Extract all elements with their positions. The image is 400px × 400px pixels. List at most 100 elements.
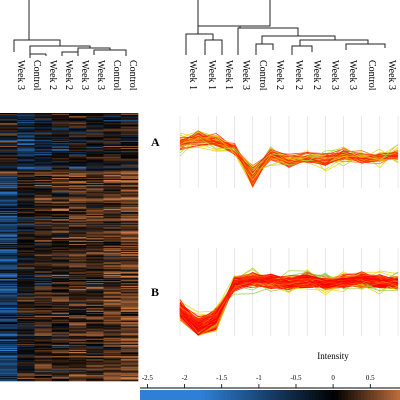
heatmap-cell	[69, 263, 87, 265]
heatmap-cell	[0, 208, 18, 211]
heatmap-cell	[69, 268, 87, 270]
heatmap-cell	[120, 295, 139, 297]
heatmap-cell	[86, 140, 104, 143]
heatmap-cell	[69, 210, 87, 213]
heatmap-cell	[86, 120, 104, 122]
heatmap-cell	[103, 143, 122, 146]
heatmap-cell	[0, 149, 18, 151]
heatmap-cell	[17, 210, 35, 213]
heatmap-cell	[34, 315, 53, 317]
heatmap-cell	[17, 123, 35, 125]
heatmap-cell	[69, 290, 87, 292]
heatmap-cell	[17, 163, 35, 165]
heatmap-cell	[34, 135, 53, 138]
heatmap-cell	[120, 306, 139, 309]
heatmap-cell	[86, 163, 104, 165]
heatmap-cell	[34, 129, 53, 131]
heatmap-cell	[86, 367, 104, 369]
heatmap-cell	[120, 137, 139, 140]
heatmap-cell	[34, 192, 53, 194]
heatmap-cell	[34, 303, 53, 306]
heatmap-cell	[120, 301, 139, 303]
heatmap-cell	[103, 177, 122, 180]
heatmap-cell	[0, 262, 18, 264]
heatmap-cell	[17, 117, 35, 119]
heatmap-cell	[17, 235, 35, 237]
heatmap-cell	[69, 138, 87, 141]
heatmap-cell	[51, 227, 70, 229]
heatmap-cell	[120, 120, 139, 122]
heatmap-cell	[103, 225, 122, 227]
heatmap-cell	[34, 317, 53, 319]
heatmap-cell	[86, 340, 104, 343]
heatmap-cell	[0, 332, 18, 334]
heatmap-cell	[34, 159, 53, 161]
colorbar-segment	[396, 390, 400, 400]
heatmap-cell	[34, 258, 53, 260]
heatmap-cell	[120, 289, 139, 291]
heatmap-cell	[51, 373, 70, 376]
heatmap-cell	[69, 358, 87, 360]
heatmap-cell	[0, 279, 18, 282]
heatmap-cell	[69, 330, 87, 332]
heatmap-cell	[0, 286, 18, 288]
heatmap-cell	[86, 178, 104, 181]
heatmap-cell	[120, 323, 139, 325]
heatmap-cell	[103, 304, 122, 307]
heatmap-cell	[17, 271, 35, 274]
heatmap-cell	[17, 194, 35, 196]
heatmap-cell	[17, 119, 35, 121]
heatmap-cell	[17, 273, 35, 276]
heatmap-cell	[0, 268, 18, 270]
heatmap-cell	[17, 243, 35, 246]
colorbar-segment	[374, 390, 378, 400]
heatmap-cell	[103, 252, 122, 254]
heatmap-cell	[86, 196, 104, 198]
heatmap-cell	[51, 147, 70, 149]
heatmap-cell	[51, 201, 70, 203]
heatmap-cell	[120, 186, 139, 188]
heatmap-cell	[51, 150, 70, 152]
heatmap-cell	[17, 314, 35, 316]
heatmap-cell	[86, 236, 104, 239]
heatmap-cell	[103, 276, 122, 279]
heatmap-cell	[0, 130, 18, 132]
heatmap-cell	[51, 365, 70, 367]
heatmap-cell	[103, 238, 122, 241]
heatmap-cell	[51, 269, 70, 272]
heatmap-cell	[120, 345, 139, 348]
heatmap-cell	[69, 152, 87, 154]
heatmap-cell	[69, 354, 87, 356]
heatmap-cell	[120, 123, 139, 125]
heatmap-cell	[103, 267, 122, 269]
heatmap-cell	[0, 206, 18, 209]
heatmap-cell	[51, 192, 70, 194]
heatmap-cell	[17, 256, 35, 258]
heatmap-cell	[0, 134, 18, 136]
heatmap-cell	[69, 375, 87, 378]
heatmap-cell	[17, 368, 35, 370]
heatmap-cell	[69, 233, 87, 235]
colorbar-segment	[283, 390, 287, 400]
heatmap-cell	[0, 322, 18, 324]
heatmap-cell	[51, 132, 70, 134]
heatmap-cell	[17, 354, 35, 356]
heatmap-cell	[34, 291, 53, 293]
heatmap-cell	[0, 166, 18, 168]
heatmap-cell	[51, 127, 70, 129]
heatmap-cell	[0, 278, 18, 281]
heatmap-cell	[103, 118, 122, 120]
heatmap-cell	[86, 239, 104, 242]
heatmap-cell	[120, 245, 139, 248]
heatmap-cell	[34, 346, 53, 349]
heatmap-cell	[103, 379, 122, 382]
colorbar-segment	[331, 390, 336, 400]
colorbar-tick-label: -1	[256, 374, 262, 382]
heatmap-cell	[86, 181, 104, 183]
heatmap-cell	[120, 220, 139, 222]
heatmap-cell	[17, 208, 35, 211]
heatmap-cell	[120, 215, 139, 217]
heatmap-cell	[0, 258, 18, 260]
heatmap-cell	[120, 167, 139, 169]
heatmap-cell	[69, 202, 87, 205]
